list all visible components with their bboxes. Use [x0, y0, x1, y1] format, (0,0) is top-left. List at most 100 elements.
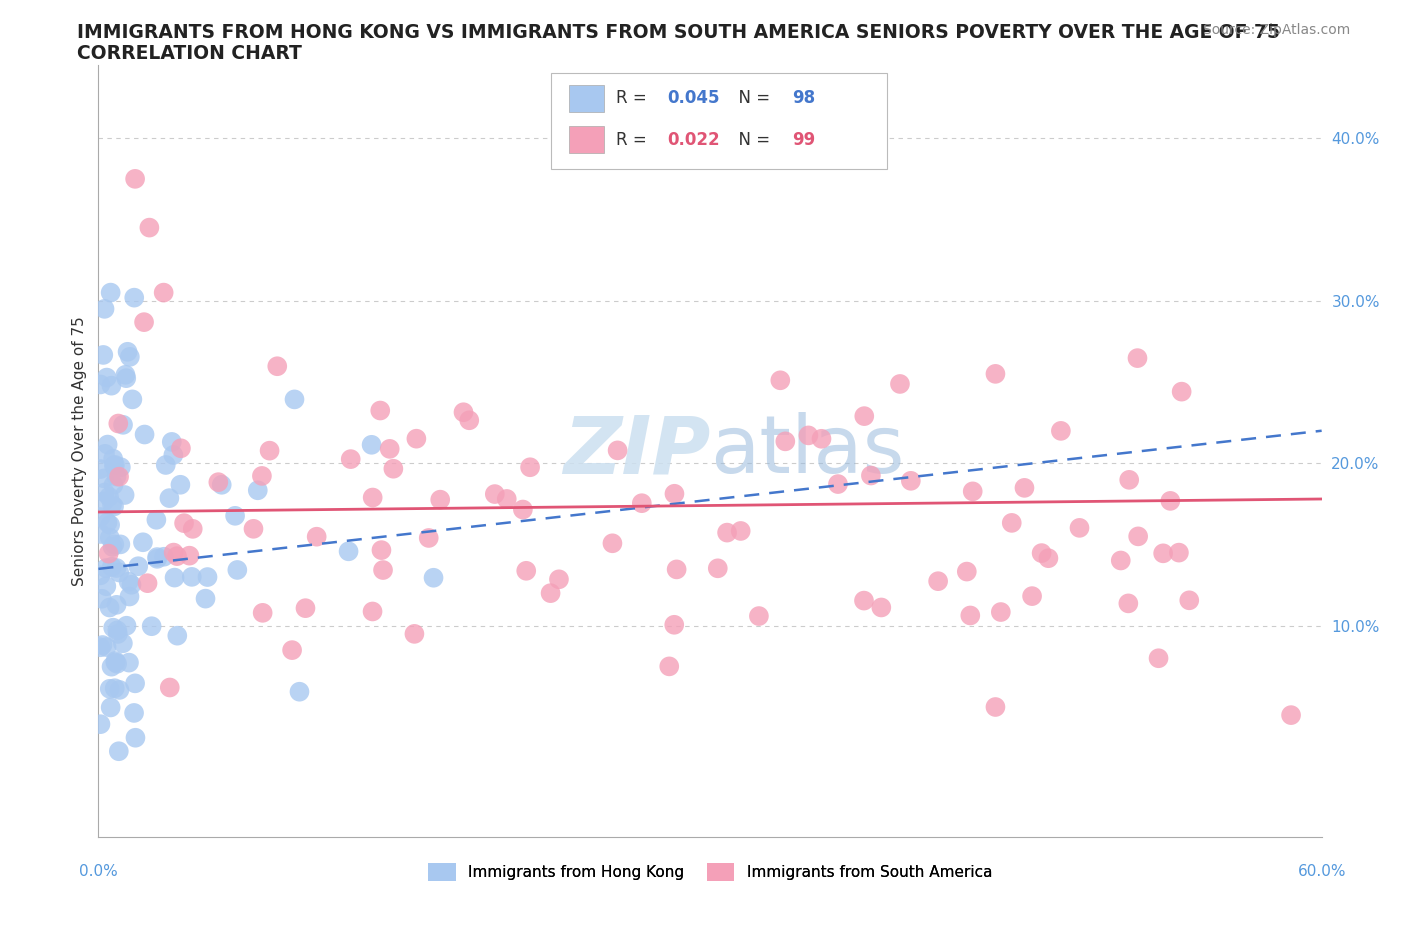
- Point: [104, 681, 127, 696]
- Point: [458, 413, 481, 428]
- Point: [108, 470, 131, 485]
- Point: [162, 545, 184, 560]
- Point: [859, 468, 882, 483]
- Point: [98, 530, 121, 545]
- Point: [108, 565, 131, 580]
- Point: [100, 379, 122, 393]
- Point: [495, 491, 517, 506]
- Point: [1170, 384, 1192, 399]
- Point: [226, 563, 249, 578]
- Point: [101, 451, 124, 466]
- Point: [1159, 494, 1181, 509]
- Point: [194, 591, 217, 606]
- Text: Source: ZipAtlas.com: Source: ZipAtlas.com: [1202, 23, 1350, 37]
- Text: CORRELATION CHART: CORRELATION CHART: [77, 44, 302, 62]
- Point: [159, 680, 181, 695]
- Text: IMMIGRANTS FROM HONG KONG VS IMMIGRANTS FROM SOUTH AMERICA SENIORS POVERTY OVER : IMMIGRANTS FROM HONG KONG VS IMMIGRANTS …: [77, 23, 1281, 42]
- Point: [1014, 481, 1036, 496]
- Point: [101, 620, 124, 635]
- Point: [707, 561, 730, 576]
- Point: [136, 576, 159, 591]
- Point: [810, 432, 832, 446]
- Point: [422, 570, 444, 585]
- Point: [870, 600, 893, 615]
- Point: [112, 418, 135, 432]
- Point: [730, 524, 752, 538]
- Point: [145, 512, 167, 527]
- Point: [104, 655, 127, 670]
- Point: [305, 529, 328, 544]
- Point: [105, 597, 128, 612]
- Point: [111, 636, 134, 651]
- Text: 0.045: 0.045: [668, 89, 720, 107]
- Point: [105, 561, 128, 576]
- Text: atlas: atlas: [710, 412, 904, 490]
- Point: [96, 640, 118, 655]
- Point: [89, 510, 111, 525]
- Point: [117, 344, 139, 359]
- Point: [94, 446, 117, 461]
- Point: [361, 490, 384, 505]
- Point: [371, 563, 394, 578]
- Point: [155, 458, 177, 472]
- Point: [110, 459, 132, 474]
- Point: [1178, 592, 1201, 607]
- Point: [246, 483, 269, 498]
- Point: [900, 473, 922, 488]
- Point: [207, 474, 229, 489]
- Point: [1279, 708, 1302, 723]
- FancyBboxPatch shape: [569, 126, 603, 153]
- Point: [90, 591, 112, 606]
- Point: [990, 604, 1012, 619]
- Point: [118, 655, 141, 670]
- Point: [105, 469, 128, 484]
- Point: [294, 601, 316, 616]
- Point: [630, 496, 652, 511]
- Text: 0.0%: 0.0%: [79, 864, 118, 879]
- Point: [748, 608, 770, 623]
- Point: [984, 366, 1007, 381]
- Point: [769, 373, 792, 388]
- Point: [266, 359, 288, 374]
- Point: [162, 447, 184, 462]
- Point: [360, 437, 382, 452]
- Point: [984, 699, 1007, 714]
- Point: [89, 568, 111, 583]
- Point: [97, 546, 120, 561]
- Point: [959, 608, 981, 623]
- Point: [108, 744, 131, 759]
- Point: [132, 314, 155, 329]
- Point: [115, 371, 138, 386]
- Text: 60.0%: 60.0%: [1298, 864, 1346, 879]
- Point: [169, 477, 191, 492]
- Point: [146, 550, 169, 565]
- Point: [101, 539, 124, 554]
- Point: [889, 377, 911, 392]
- Point: [166, 629, 188, 644]
- Point: [664, 486, 686, 501]
- Point: [512, 502, 534, 517]
- Point: [152, 286, 174, 300]
- Point: [107, 416, 129, 431]
- Point: [100, 700, 122, 715]
- Text: R =: R =: [616, 131, 652, 149]
- Point: [515, 564, 537, 578]
- Point: [104, 654, 127, 669]
- Y-axis label: Seniors Poverty Over the Age of 75: Seniors Poverty Over the Age of 75: [72, 316, 87, 586]
- Point: [962, 484, 984, 498]
- Point: [242, 522, 264, 537]
- Point: [121, 392, 143, 406]
- Text: 98: 98: [792, 89, 815, 107]
- Point: [1118, 472, 1140, 487]
- Point: [132, 535, 155, 550]
- Point: [96, 578, 118, 593]
- Point: [105, 623, 128, 638]
- Point: [89, 640, 111, 655]
- Point: [927, 574, 949, 589]
- Point: [250, 469, 273, 484]
- Point: [89, 461, 111, 476]
- Text: 99: 99: [792, 131, 815, 149]
- FancyBboxPatch shape: [569, 85, 603, 112]
- Point: [163, 570, 186, 585]
- Point: [429, 492, 451, 507]
